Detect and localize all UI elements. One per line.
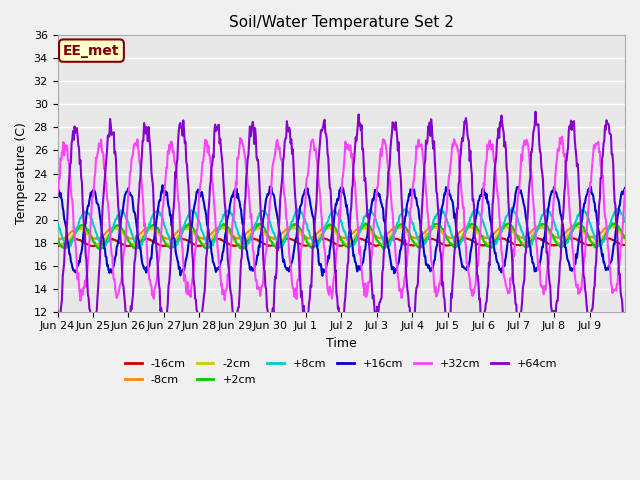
X-axis label: Time: Time: [326, 337, 356, 350]
Title: Soil/Water Temperature Set 2: Soil/Water Temperature Set 2: [229, 15, 454, 30]
Text: EE_met: EE_met: [63, 44, 120, 58]
Y-axis label: Temperature (C): Temperature (C): [15, 122, 28, 225]
Legend: -16cm, -8cm, -2cm, +2cm, +8cm, +16cm, +32cm, +64cm: -16cm, -8cm, -2cm, +2cm, +8cm, +16cm, +3…: [121, 355, 562, 389]
